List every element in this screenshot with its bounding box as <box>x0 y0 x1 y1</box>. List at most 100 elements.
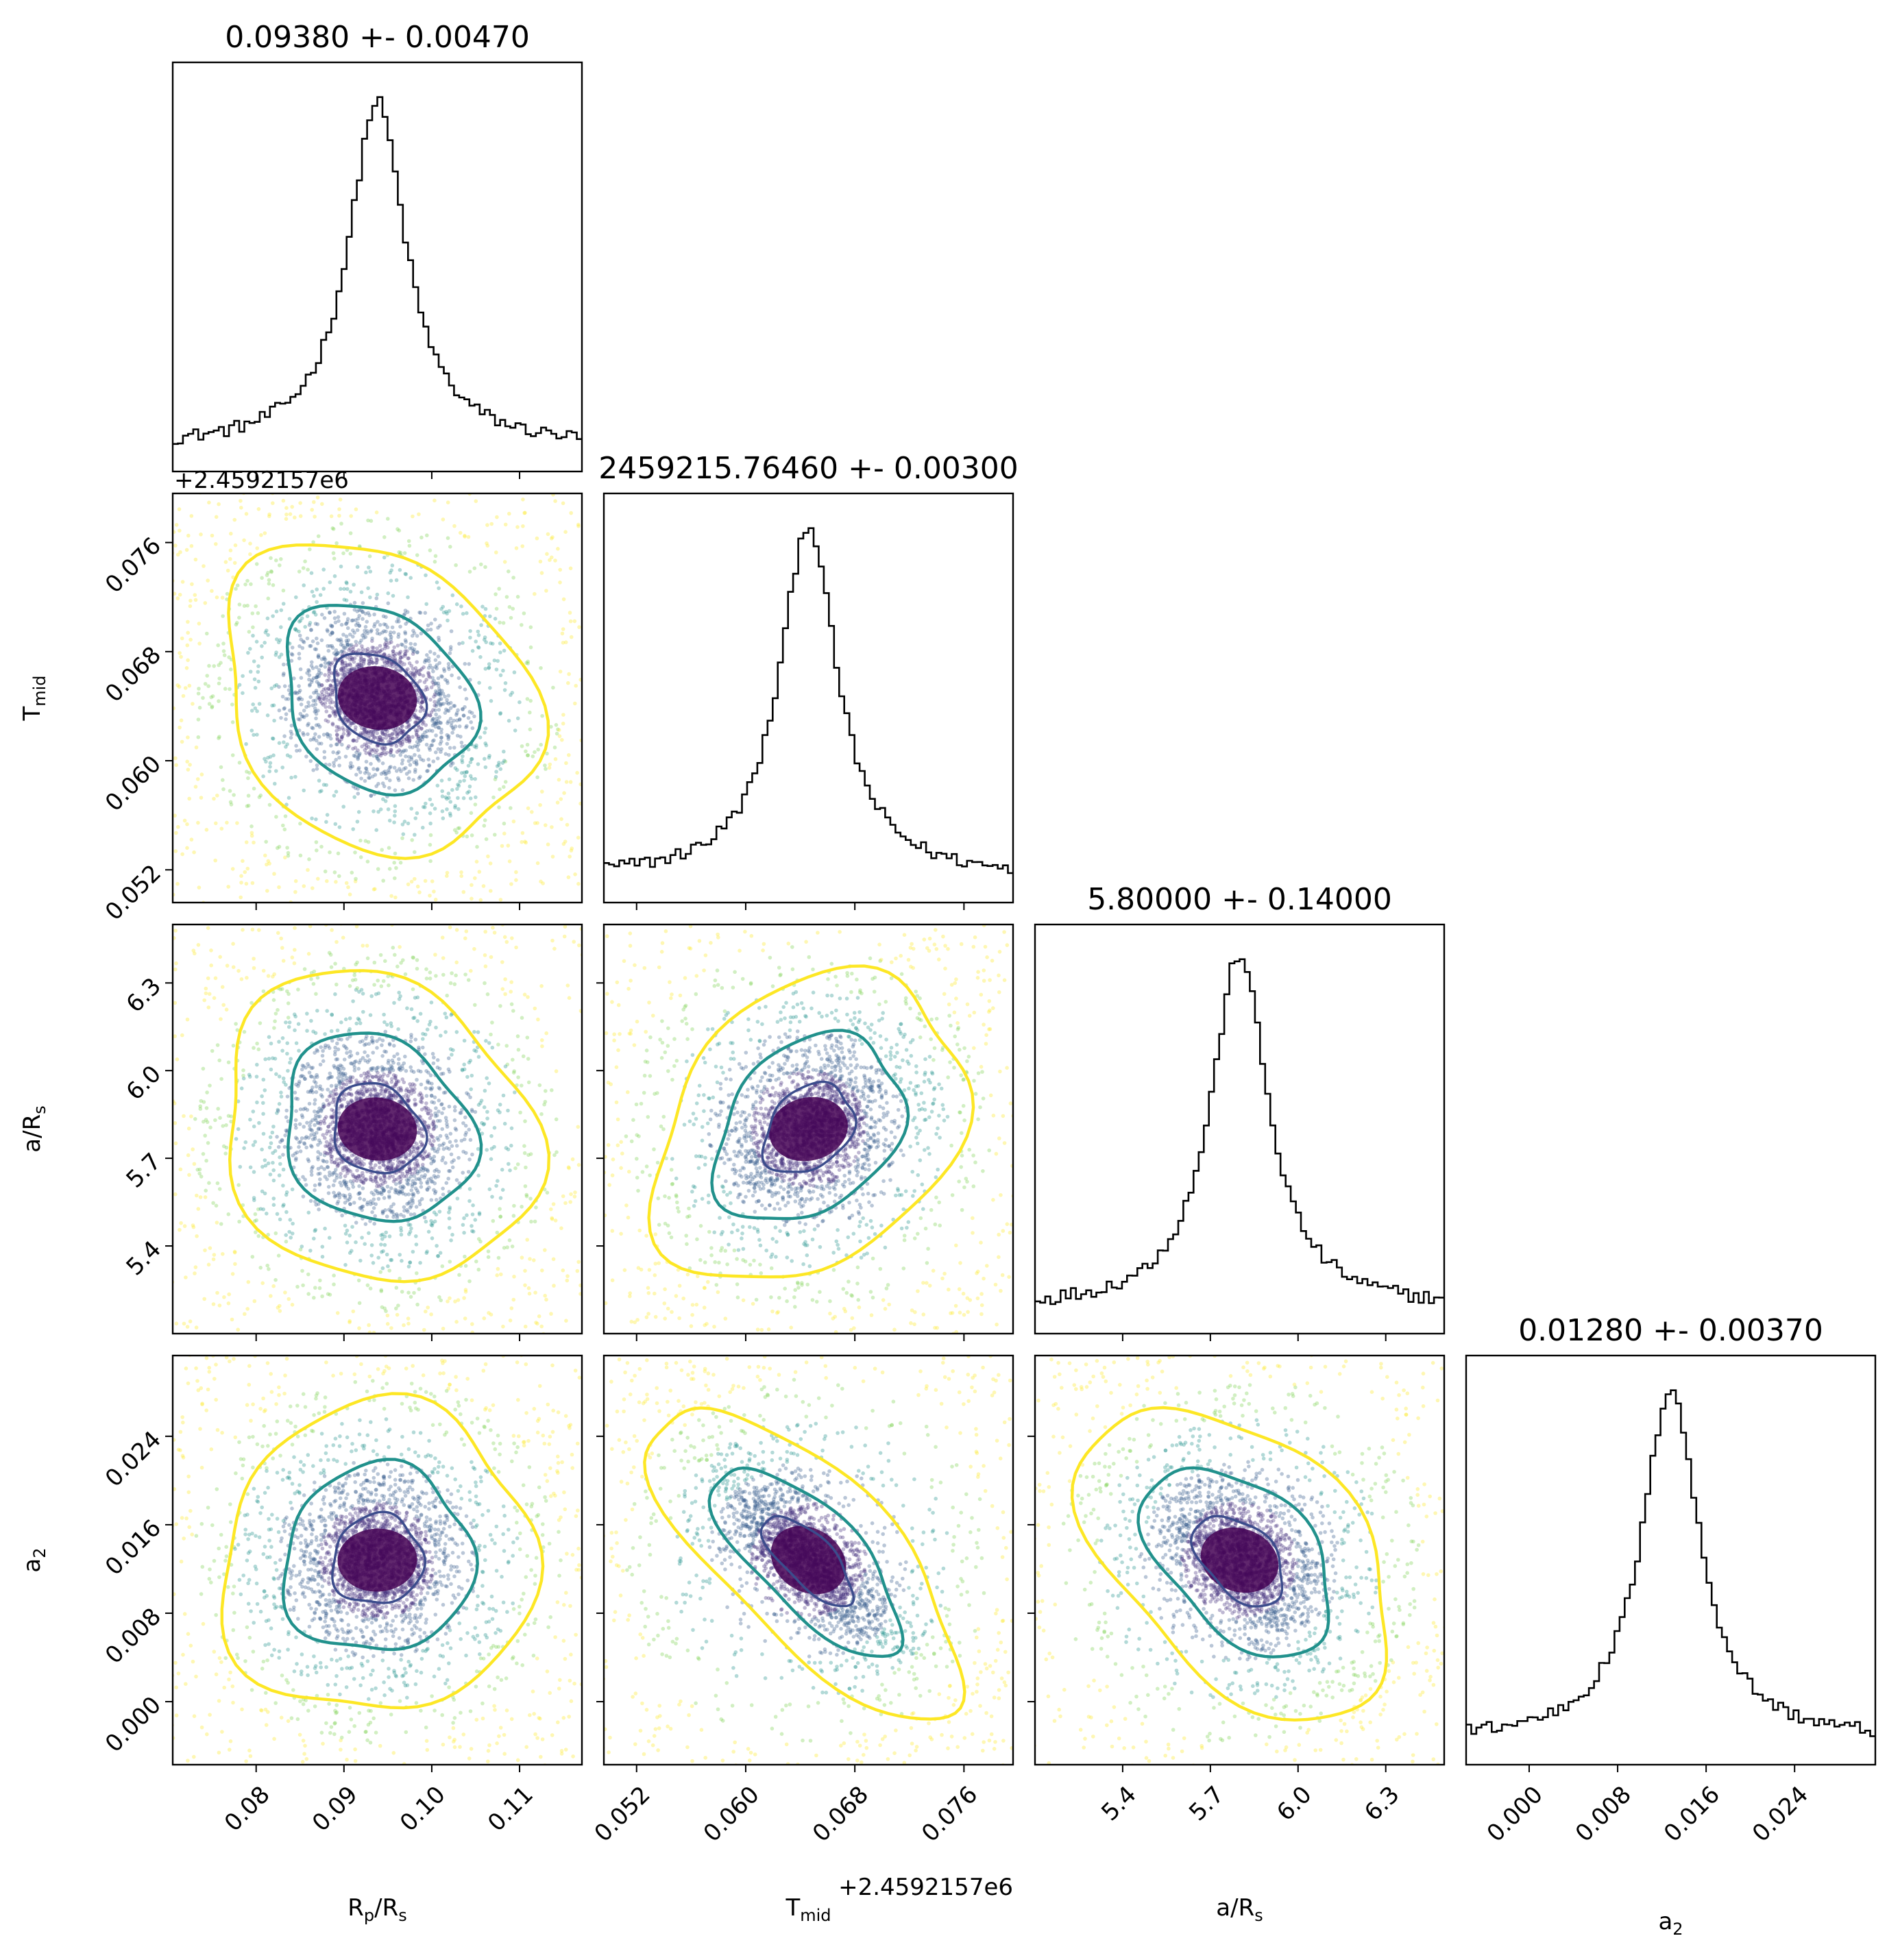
sample-point <box>345 746 350 750</box>
sample-point <box>369 519 374 523</box>
sample-point <box>364 1073 369 1078</box>
sample-point <box>483 964 488 968</box>
sample-point <box>292 676 296 681</box>
sample-point <box>333 822 338 826</box>
sample-point <box>195 777 200 781</box>
sample-point <box>298 514 303 518</box>
sample-point <box>340 742 344 747</box>
sample-point <box>376 1065 380 1070</box>
sample-point <box>448 1205 452 1210</box>
sample-point <box>310 1090 315 1094</box>
sample-point <box>485 523 489 527</box>
sample-point <box>393 653 397 658</box>
sample-point <box>418 668 423 672</box>
sample-point <box>282 734 287 738</box>
sample-point <box>373 735 377 740</box>
sample-point <box>252 659 256 663</box>
sample-point <box>387 1162 391 1166</box>
sample-point <box>374 650 379 654</box>
sample-point <box>512 1069 516 1073</box>
sample-point <box>390 1058 395 1063</box>
sample-point <box>411 1199 415 1203</box>
sample-point <box>387 653 391 658</box>
sample-point <box>538 803 542 807</box>
sample-point <box>310 1066 315 1070</box>
sample-point <box>383 644 388 648</box>
sample-point <box>362 632 367 636</box>
sample-point <box>470 833 474 837</box>
sample-point <box>328 1142 332 1147</box>
sample-point <box>315 767 319 771</box>
sample-point <box>310 508 315 512</box>
sample-point <box>363 742 367 747</box>
sample-point <box>278 638 282 642</box>
sample-point <box>302 967 307 971</box>
sample-point <box>511 485 515 489</box>
sample-point <box>204 1188 208 1193</box>
sample-point <box>230 1317 234 1322</box>
sample-point <box>350 978 355 983</box>
sample-point <box>439 779 444 783</box>
sample-point <box>315 738 319 743</box>
sample-point <box>455 768 459 772</box>
sample-point <box>329 1157 334 1162</box>
sample-point <box>184 548 189 552</box>
sample-point <box>406 759 411 763</box>
sample-point <box>415 1119 419 1123</box>
sample-point <box>528 698 533 703</box>
sample-point <box>334 728 339 733</box>
sample-point <box>559 797 563 801</box>
sample-point <box>533 1290 537 1295</box>
sample-point <box>406 1201 411 1205</box>
sample-point <box>483 731 487 735</box>
sample-point <box>393 804 398 808</box>
sample-point <box>468 1095 472 1099</box>
sample-point <box>319 683 324 687</box>
sample-point <box>457 826 461 831</box>
sample-point <box>382 769 387 774</box>
sample-point <box>434 689 438 694</box>
sample-point <box>486 1255 491 1260</box>
sample-point <box>219 1017 223 1021</box>
sample-point <box>524 661 528 665</box>
sample-point <box>357 1097 362 1101</box>
sample-point <box>436 699 441 703</box>
sample-point <box>397 732 401 736</box>
sample-point <box>358 1173 363 1178</box>
sample-point <box>464 770 469 774</box>
sample-point <box>430 719 435 723</box>
sample-point <box>337 739 342 744</box>
sample-point <box>355 1090 359 1094</box>
sample-point <box>425 533 429 537</box>
sample-point <box>280 765 285 770</box>
sample-point <box>380 1266 385 1271</box>
sample-point <box>354 877 358 881</box>
sample-point <box>260 1189 265 1194</box>
sample-point <box>377 759 381 763</box>
sample-point <box>456 783 461 788</box>
sample-point <box>190 582 194 587</box>
sample-point <box>416 698 420 702</box>
sample-point <box>401 1191 405 1196</box>
sample-point <box>245 866 250 871</box>
sample-point <box>303 624 308 629</box>
sample-point <box>438 742 442 746</box>
sample-point <box>226 1212 231 1216</box>
sample-point <box>375 1184 379 1188</box>
sample-point <box>429 1161 433 1166</box>
sample-point <box>362 728 366 732</box>
sample-point <box>406 1182 411 1186</box>
sample-point <box>447 609 452 613</box>
sample-point <box>417 1177 422 1182</box>
sample-point <box>308 644 312 648</box>
sample-point <box>243 583 247 587</box>
sample-point <box>413 1098 417 1102</box>
sample-point <box>384 640 389 644</box>
sample-point <box>498 673 503 678</box>
sample-point <box>324 718 328 722</box>
sample-point <box>477 870 482 874</box>
sample-point <box>316 534 321 539</box>
sample-point <box>341 1146 346 1150</box>
sample-point <box>359 988 364 992</box>
sample-point <box>348 646 352 651</box>
